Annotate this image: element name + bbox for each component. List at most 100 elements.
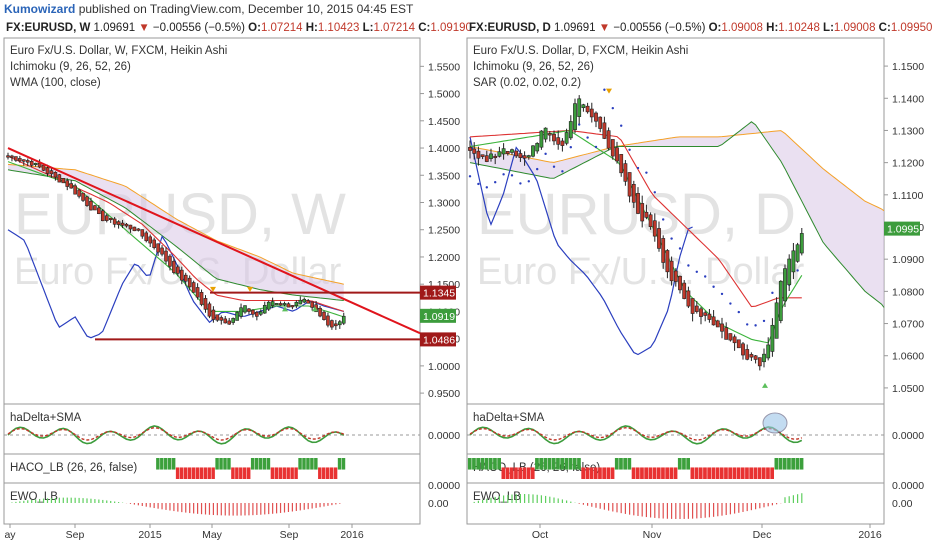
haco-bar bbox=[488, 458, 493, 470]
haco-bar bbox=[290, 467, 294, 479]
candle-body bbox=[644, 211, 649, 218]
candle-body bbox=[97, 207, 101, 215]
candle-body bbox=[699, 308, 703, 317]
haco-bar bbox=[707, 467, 711, 479]
haco-bar bbox=[211, 467, 215, 479]
candle-body bbox=[728, 333, 733, 341]
candle-body bbox=[334, 323, 338, 327]
time-label: Sep bbox=[280, 529, 299, 541]
haco-bar bbox=[703, 467, 707, 479]
candle-body bbox=[736, 339, 741, 349]
candle-body bbox=[594, 112, 598, 122]
candle-body bbox=[322, 311, 326, 320]
haco-bar bbox=[799, 458, 804, 470]
candle-body bbox=[552, 133, 556, 142]
haco-bar bbox=[231, 467, 235, 479]
haco-bar bbox=[745, 467, 749, 479]
candle-body bbox=[231, 318, 235, 323]
candle-body bbox=[627, 172, 632, 197]
candle-body bbox=[41, 164, 46, 171]
candle-body bbox=[49, 170, 54, 175]
candle-body bbox=[610, 139, 615, 157]
author-link[interactable]: Kumowizard bbox=[4, 2, 76, 16]
haco-bar bbox=[286, 467, 290, 479]
time-label: May bbox=[202, 529, 223, 541]
candle-body bbox=[290, 305, 295, 308]
candle-body bbox=[799, 233, 804, 254]
haco-bar bbox=[223, 458, 227, 470]
haco-bar bbox=[719, 467, 724, 479]
candle-body bbox=[715, 320, 720, 328]
candle-body bbox=[191, 282, 196, 293]
candle-body bbox=[724, 327, 729, 340]
candle-body bbox=[14, 156, 18, 161]
candle-body bbox=[53, 171, 58, 178]
haco-bar bbox=[572, 458, 577, 470]
haco-bar bbox=[274, 467, 279, 479]
candle-body bbox=[255, 311, 259, 317]
candle-body bbox=[302, 298, 307, 303]
candle-body bbox=[547, 133, 552, 136]
haco-bar bbox=[766, 467, 770, 479]
haco-bar bbox=[250, 458, 255, 470]
sar-dot bbox=[687, 264, 690, 267]
candle-body bbox=[703, 312, 708, 316]
time-label: ay bbox=[4, 529, 16, 541]
sar-dot bbox=[527, 180, 530, 183]
sar-dot bbox=[552, 165, 556, 168]
candle-body bbox=[132, 226, 137, 232]
candle-body bbox=[623, 163, 628, 182]
candle-body bbox=[694, 305, 699, 312]
haco-bar bbox=[593, 467, 598, 479]
candle-body bbox=[124, 223, 129, 227]
haco-bar bbox=[535, 458, 539, 470]
quote-field: 1.10248 bbox=[778, 22, 823, 34]
candle-body bbox=[476, 150, 481, 159]
sar-dot bbox=[737, 310, 740, 314]
candle-body bbox=[564, 132, 569, 144]
candle-body bbox=[195, 287, 200, 298]
candle-body bbox=[180, 269, 184, 281]
quote-line: FX:EURUSD, W 1.09691 ▼ −0.00556 (−0.5%) … bbox=[6, 22, 472, 34]
haco-bar bbox=[690, 467, 695, 479]
haco-bar bbox=[791, 458, 795, 470]
study-label: SAR (0.02, 0.02, 0.2) bbox=[473, 77, 581, 89]
candle-body bbox=[585, 105, 590, 113]
haco-bar bbox=[497, 458, 501, 470]
haco-bar bbox=[665, 467, 669, 479]
candle-body bbox=[108, 217, 113, 220]
candle-body bbox=[101, 210, 105, 222]
candle-body bbox=[573, 103, 577, 130]
candle-body bbox=[732, 336, 737, 344]
haco-bar bbox=[568, 458, 573, 470]
candle-body bbox=[152, 239, 156, 248]
price-tick-label: 0.9500 bbox=[428, 388, 460, 400]
candle-body bbox=[251, 309, 255, 315]
candle-body bbox=[207, 303, 212, 317]
candle-body bbox=[497, 151, 502, 157]
candle-body bbox=[690, 298, 695, 314]
candle-body bbox=[665, 250, 670, 273]
haco-bar bbox=[602, 467, 606, 479]
candle-body bbox=[160, 247, 164, 255]
candle-body bbox=[568, 121, 573, 139]
candle-body bbox=[795, 244, 800, 262]
price-tick-label: 1.2000 bbox=[428, 252, 460, 264]
candle-body bbox=[330, 320, 334, 328]
candle-body bbox=[518, 153, 523, 158]
sar-dot bbox=[536, 167, 539, 171]
candle-body bbox=[661, 238, 666, 263]
haco-bar bbox=[156, 458, 160, 470]
sar-dot bbox=[754, 324, 757, 327]
haco-bar bbox=[203, 467, 207, 479]
candle-body bbox=[707, 313, 712, 320]
haco-bar bbox=[778, 458, 783, 470]
quote-field: FX:EURUSD, W bbox=[6, 22, 90, 34]
senkou-span-b bbox=[469, 130, 885, 212]
time-label: Sep bbox=[66, 529, 85, 541]
candle-body bbox=[164, 250, 168, 262]
haco-bar bbox=[673, 467, 678, 479]
haco-bar bbox=[661, 467, 665, 479]
candle-body bbox=[535, 143, 540, 152]
